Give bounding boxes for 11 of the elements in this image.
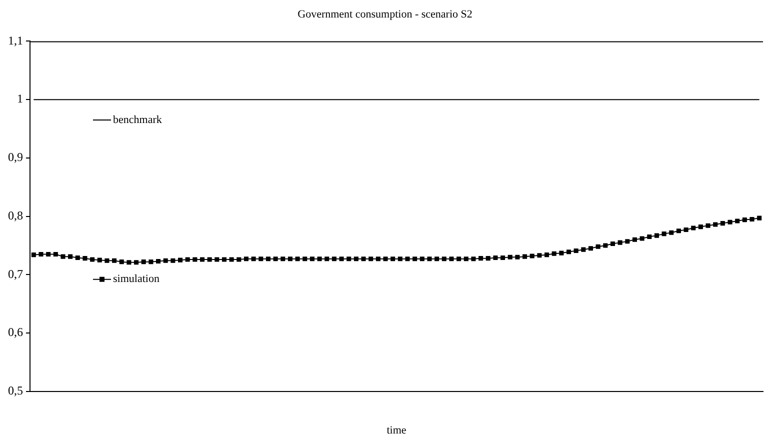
x-axis-title: time [386,424,406,436]
y-tick-label: 0,8 [8,208,23,222]
legend-label: simulation [113,273,160,286]
y-tick-label: 0,6 [8,325,23,340]
legend-label: benchmark [113,114,162,126]
y-tick-label: 0,9 [8,150,23,164]
y-tick-label: 0,5 [8,384,23,398]
y-tick-label: 1 [17,92,23,106]
y-tick-label: 0,7 [8,266,23,281]
y-tick-label: 1,1 [8,33,23,48]
chart-title: Government consumption - scenario S2 [298,8,472,20]
